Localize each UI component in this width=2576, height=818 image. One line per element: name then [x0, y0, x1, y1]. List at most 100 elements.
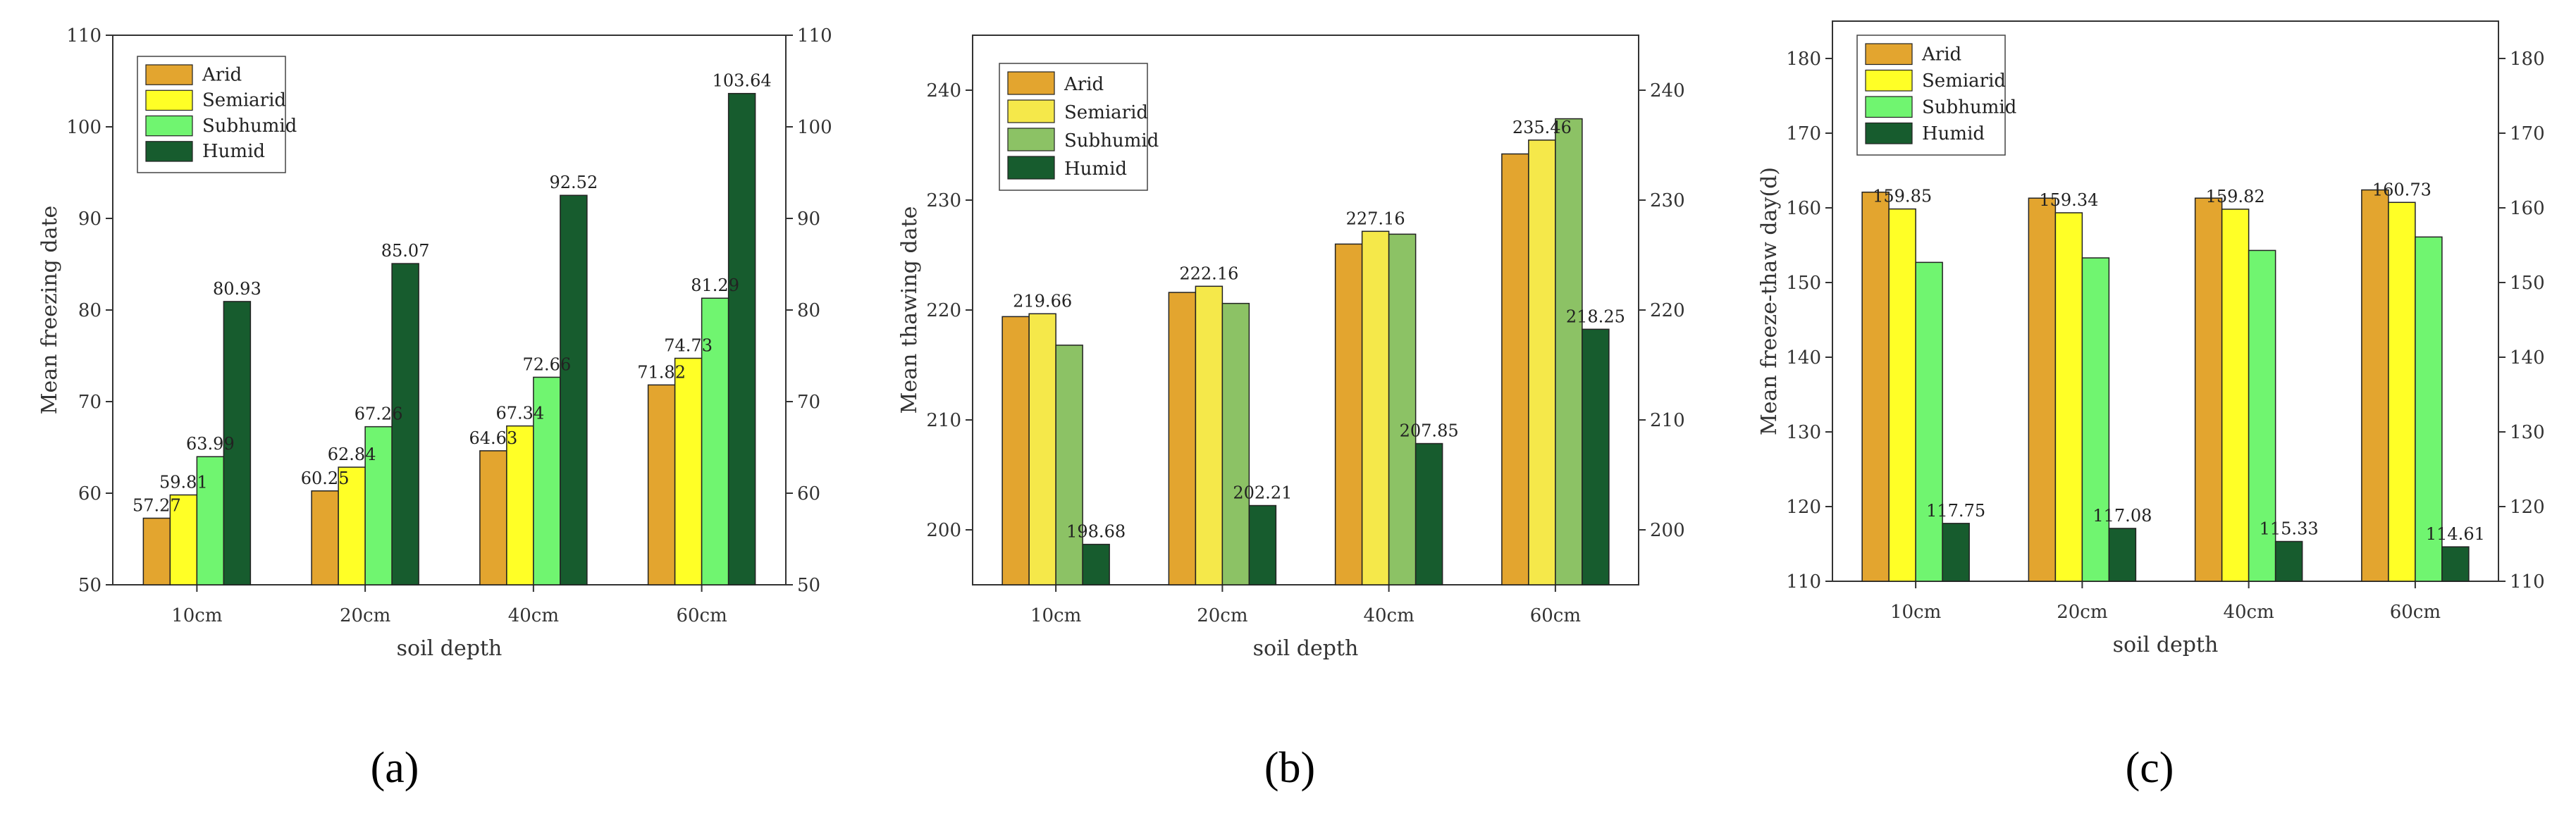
legend-swatch-humid	[145, 141, 193, 162]
y-tick-label-left: 80	[78, 300, 101, 321]
y-axis-label: Mean freezing date	[37, 206, 62, 415]
legend: Arid Semiarid Subhumid Humid	[999, 63, 1159, 191]
data-label: 159.82	[2206, 187, 2265, 206]
x-axis-label: soil depth	[1253, 636, 1359, 661]
bar-arid-40cm	[479, 450, 507, 585]
y-tick-label-right: 110	[797, 25, 832, 47]
legend-label: Subhumid	[1922, 97, 2016, 118]
data-label: 218.25	[1566, 306, 1625, 326]
y-tick-label-left: 90	[78, 209, 101, 230]
bar-arid-10cm	[1002, 316, 1030, 585]
bar-semiarid-60cm	[674, 357, 703, 585]
panel-label: (b)	[1264, 744, 1315, 792]
data-label: 92.52	[550, 173, 598, 192]
data-label: 71.82	[637, 362, 686, 382]
bar-semiarid-20cm	[1195, 285, 1224, 585]
y-tick-label-right: 100	[797, 117, 832, 138]
data-label: 117.75	[1926, 501, 1985, 521]
data-label: 227.16	[1346, 209, 1405, 228]
bar-humid-10cm	[1942, 523, 1970, 582]
legend-swatch-subhumid	[1865, 96, 1913, 118]
data-label: 115.33	[2260, 519, 2319, 539]
y-tick-label-left: 210	[926, 410, 961, 431]
bar-arid-40cm	[2194, 197, 2223, 582]
x-tick-label: 60cm	[2390, 602, 2441, 623]
data-label: 60.25	[301, 469, 350, 488]
data-label: 63.99	[186, 434, 235, 454]
data-label: 103.64	[713, 71, 772, 91]
bar-semiarid-40cm	[2221, 209, 2250, 582]
y-tick-label-right: 220	[1650, 300, 1685, 321]
y-tick-label-left: 230	[926, 190, 961, 211]
legend-swatch-semiarid	[145, 89, 193, 111]
y-tick-label-left: 100	[66, 117, 101, 138]
y-tick-label-left: 180	[1786, 49, 1821, 70]
chart-panel-3: 110 110 120 120 130 130 140 140 150 150 160 160 170 1…	[1757, 20, 2545, 792]
legend-swatch-semiarid	[1865, 69, 1913, 92]
data-label: 219.66	[1013, 291, 1072, 311]
y-tick-label-left: 140	[1786, 347, 1821, 368]
x-tick-label: 20cm	[340, 605, 390, 626]
bar-humid-40cm	[2274, 540, 2303, 582]
legend-label: Humid	[1064, 159, 1127, 180]
data-label: 57.27	[133, 495, 181, 515]
data-label: 198.68	[1066, 522, 1126, 542]
x-tick-label: 40cm	[2223, 602, 2274, 623]
data-label: 207.85	[1400, 421, 1459, 441]
y-tick-label-right: 180	[2510, 49, 2545, 70]
bar-semiarid-60cm	[1528, 140, 1556, 585]
bar-humid-20cm	[2108, 528, 2137, 582]
data-label: 85.07	[381, 241, 430, 261]
bar-semiarid-40cm	[506, 425, 534, 585]
bar-humid-40cm	[560, 194, 588, 585]
legend-label: Semiarid	[1922, 70, 2006, 92]
x-tick-label: 60cm	[1530, 605, 1581, 626]
data-label: 117.08	[2093, 506, 2152, 526]
x-tick-label: 20cm	[2057, 602, 2107, 623]
plot-frame	[1832, 20, 2499, 582]
bar-semiarid-60cm	[2388, 202, 2416, 582]
bar-subhumid-60cm	[1555, 118, 1583, 585]
legend-swatch-subhumid	[1007, 128, 1055, 151]
data-label: 202.21	[1233, 483, 1292, 503]
x-tick-label: 10cm	[171, 605, 222, 626]
x-tick-label: 60cm	[676, 605, 727, 626]
bar-subhumid-10cm	[1915, 261, 1943, 582]
bar-subhumid-20cm	[1221, 302, 1250, 585]
chart-panel-2: 200 200 210 210 220 220 230 230 240 240 10cm 20cm 40…	[897, 35, 1685, 792]
legend-label: Subhumid	[202, 116, 297, 137]
y-tick-label-left: 50	[78, 575, 101, 596]
data-label: 222.16	[1179, 264, 1238, 283]
legend: Arid Semiarid Subhumid Humid	[137, 56, 297, 173]
bar-subhumid-10cm	[196, 456, 225, 585]
y-tick-label-right: 90	[797, 209, 820, 230]
data-label: 67.26	[355, 404, 403, 424]
bar-humid-60cm	[1582, 328, 1610, 585]
bar-humid-60cm	[727, 92, 756, 585]
bar-semiarid-10cm	[1028, 313, 1056, 585]
x-axis-label: soil depth	[2113, 633, 2219, 657]
data-label: 159.85	[1873, 187, 1932, 206]
bar-arid-40cm	[1334, 243, 1363, 585]
bar-humid-10cm	[1082, 543, 1110, 585]
x-tick-label: 20cm	[1197, 605, 1247, 626]
y-tick-label-left: 150	[1786, 273, 1821, 294]
bar-arid-60cm	[1501, 153, 1529, 585]
data-label: 72.66	[523, 354, 572, 374]
bar-semiarid-40cm	[1361, 230, 1390, 585]
data-label: 74.73	[664, 336, 713, 356]
y-tick-label-right: 80	[797, 300, 820, 321]
y-tick-label-left: 160	[1786, 198, 1821, 219]
bar-arid-60cm	[647, 384, 676, 585]
legend: Arid Semiarid Subhumid Humid	[1856, 35, 2016, 156]
bar-humid-20cm	[1248, 504, 1277, 585]
bar-arid-20cm	[1168, 292, 1197, 585]
y-tick-label-left: 240	[926, 80, 961, 101]
y-tick-label-right: 70	[797, 392, 820, 413]
data-label: 159.34	[2039, 190, 2098, 210]
bar-arid-10cm	[1861, 191, 1890, 582]
data-label: 235.46	[1512, 118, 1572, 137]
y-tick-label-left: 70	[78, 392, 101, 413]
legend-swatch-humid	[1865, 122, 1913, 144]
